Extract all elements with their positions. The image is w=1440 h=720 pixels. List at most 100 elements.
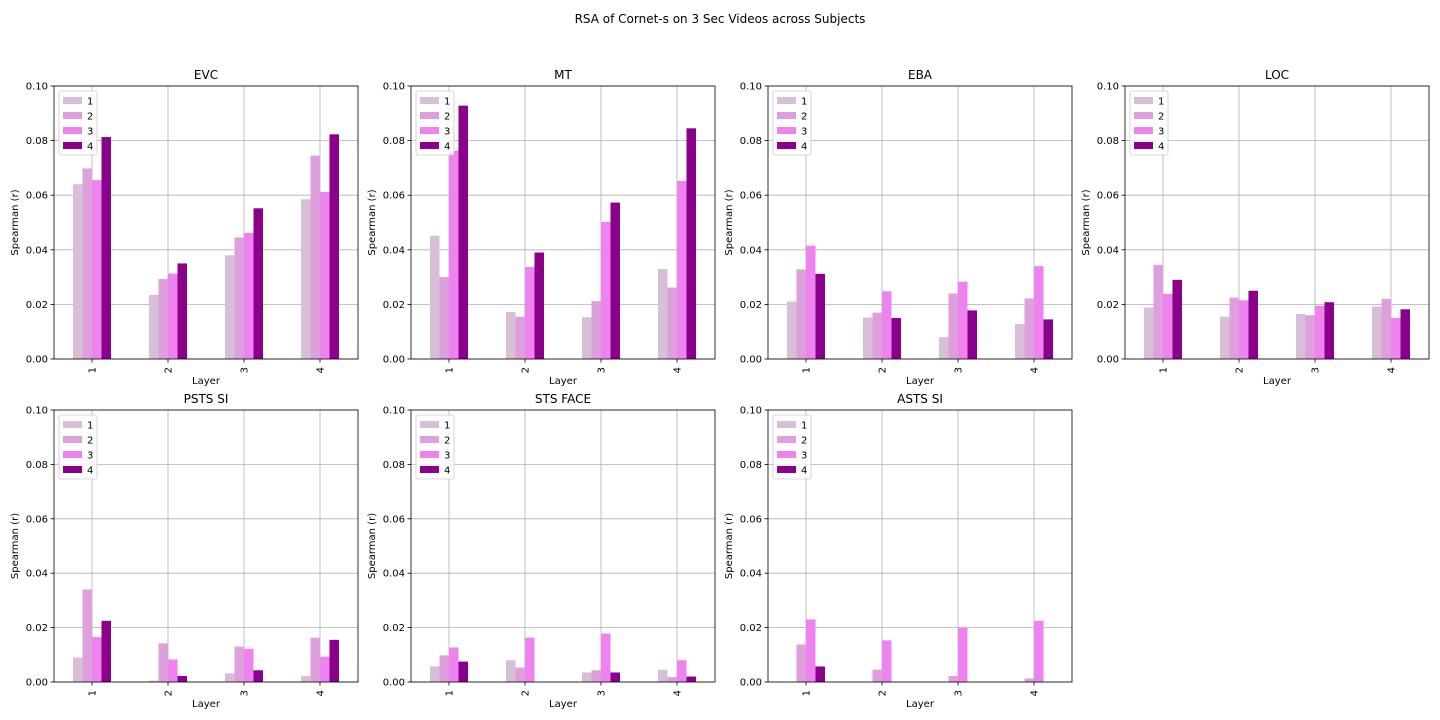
bar-series-1-layer-2 — [1220, 316, 1230, 359]
bar-series-4-layer-2 — [1248, 290, 1258, 359]
y-tick-label: 0.08 — [1097, 136, 1119, 147]
legend-label-4: 4 — [801, 466, 807, 477]
bar-series-3-layer-2 — [525, 266, 535, 359]
y-tick-label: 0.08 — [383, 136, 405, 147]
bar-series-1-layer-3 — [1296, 313, 1306, 359]
bar-series-4-layer-4 — [686, 128, 696, 359]
legend-label-3: 3 — [1158, 127, 1164, 138]
legend-swatch-4 — [1134, 142, 1153, 149]
subplot-psts-si: 0.00 0.02 0.04 0.06 0.08 0.10 1 2 3 4 PSTS SI Layer… — [10, 392, 359, 710]
axes-frame — [53, 85, 359, 360]
bar-series-4-layer-3 — [253, 670, 263, 682]
subplot-loc: 0.00 0.02 0.04 0.06 0.08 0.10 1 2 3 4 LOC Layer Spea… — [1081, 68, 1430, 387]
y-tick-label: 0.00 — [383, 355, 405, 366]
legend-label-3: 3 — [87, 451, 93, 462]
legend-label-4: 4 — [444, 466, 450, 477]
subplot-title: EBA — [908, 68, 933, 82]
bar-series-4-layer-3 — [610, 672, 620, 682]
bar-series-1-layer-4 — [1372, 306, 1382, 359]
bar-series-4-layer-3 — [610, 202, 620, 359]
legend-swatch-4 — [420, 466, 439, 473]
bar-series-4-layer-1 — [458, 105, 468, 359]
bar-series-1-layer-2 — [149, 294, 159, 359]
x-tick-label: 3 — [240, 690, 251, 696]
axes-frame — [767, 85, 1073, 360]
bar-series-2-layer-3 — [591, 301, 601, 359]
bar-series-3-layer-3 — [958, 627, 968, 682]
y-tick-label: 0.00 — [383, 678, 405, 689]
y-tick-label: 0.02 — [740, 300, 762, 311]
legend-swatch-2 — [1134, 112, 1153, 119]
legend: 1 2 3 4 — [415, 414, 455, 480]
subplot-title: MT — [554, 68, 572, 82]
figure-title: RSA of Cornet-s on 3 Sec Videos across S… — [574, 12, 866, 26]
y-axis-label: Spearman (r) — [10, 189, 21, 255]
x-tick-label: 4 — [673, 690, 684, 696]
y-tick-label: 0.08 — [740, 460, 762, 471]
x-tick-label: 3 — [597, 690, 608, 696]
y-tick-label: 0.06 — [26, 514, 48, 525]
x-axis-label: Layer — [192, 699, 221, 710]
legend-label-4: 4 — [87, 466, 93, 477]
y-tick-label: 0.06 — [26, 191, 48, 202]
legend-label-2: 2 — [444, 436, 450, 447]
legend-label-1: 1 — [1158, 97, 1164, 108]
bar-series-2-layer-2 — [158, 643, 168, 682]
y-tick-label: 0.04 — [26, 245, 48, 256]
legend-label-1: 1 — [87, 97, 93, 108]
bar-series-3-layer-1 — [1163, 294, 1173, 359]
legend-swatch-4 — [63, 142, 82, 149]
bar-series-1-layer-2 — [149, 680, 159, 682]
y-tick-label: 0.04 — [26, 569, 48, 580]
bar-series-4-layer-1 — [101, 620, 111, 682]
legend-label-1: 1 — [444, 421, 450, 432]
bar-series-1-layer-1 — [430, 235, 440, 359]
y-tick-label: 0.10 — [26, 406, 48, 417]
legend-label-3: 3 — [801, 451, 807, 462]
x-tick-label: 1 — [88, 690, 99, 696]
bar-series-3-layer-4 — [320, 191, 330, 359]
y-axis-label: Spearman (r) — [1081, 189, 1092, 255]
bar-series-3-layer-4 — [1034, 620, 1044, 682]
bar-series-3-layer-2 — [882, 291, 892, 359]
legend-swatch-1 — [420, 97, 439, 104]
x-tick-label: 2 — [521, 367, 532, 373]
bar-series-2-layer-1 — [82, 589, 92, 682]
bar-series-3-layer-1 — [806, 245, 816, 359]
bar-series-3-layer-2 — [168, 273, 178, 359]
legend-swatch-1 — [63, 97, 82, 104]
axes-frame — [767, 409, 1073, 683]
y-tick-label: 0.00 — [26, 678, 48, 689]
bar-series-4-layer-3 — [967, 310, 977, 359]
bar-series-3-layer-1 — [92, 637, 102, 682]
x-tick-label: 1 — [445, 690, 456, 696]
axes-frame — [410, 409, 716, 683]
legend: 1 2 3 4 — [772, 90, 812, 156]
subplot-sts-face: 0.00 0.02 0.04 0.06 0.08 0.10 1 2 3 4 STS FACE Laye… — [367, 392, 716, 710]
x-axis-label: Layer — [549, 699, 578, 710]
bar-series-2-layer-4 — [667, 677, 677, 682]
x-tick-label: 1 — [445, 367, 456, 373]
bar-series-2-layer-3 — [234, 646, 244, 682]
legend-label-3: 3 — [444, 127, 450, 138]
legend-swatch-4 — [777, 466, 796, 473]
subplot-title: ASTS SI — [897, 392, 943, 406]
bar-series-2-layer-2 — [872, 669, 882, 682]
bar-series-2-layer-2 — [515, 316, 525, 359]
subplot-title: EVC — [194, 68, 218, 82]
x-tick-label: 2 — [878, 367, 889, 373]
bar-series-2-layer-2 — [1229, 297, 1239, 359]
y-tick-label: 0.10 — [740, 406, 762, 417]
bar-series-1-layer-4 — [1015, 324, 1025, 359]
legend-label-1: 1 — [87, 421, 93, 432]
bar-series-3-layer-1 — [806, 619, 816, 682]
y-tick-label: 0.10 — [383, 406, 405, 417]
x-tick-label: 1 — [802, 690, 813, 696]
x-axis-label: Layer — [906, 699, 935, 710]
y-tick-label: 0.02 — [383, 623, 405, 634]
legend-label-1: 1 — [801, 97, 807, 108]
y-axis-label: Spearman (r) — [367, 513, 378, 579]
legend-box — [772, 90, 812, 156]
x-tick-label: 4 — [673, 367, 684, 373]
